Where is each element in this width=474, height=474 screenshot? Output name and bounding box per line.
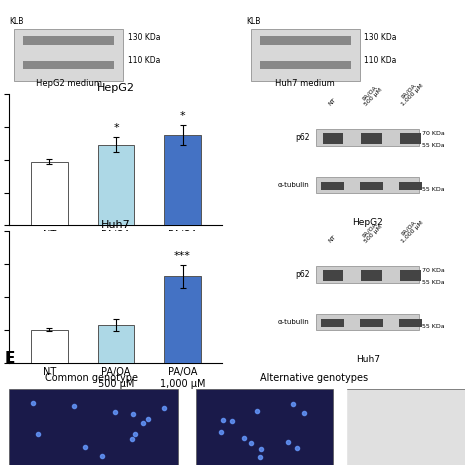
Text: 110 KDa: 110 KDa [128, 56, 160, 65]
Text: KLB: KLB [246, 18, 261, 27]
Text: 55 KDa: 55 KDa [422, 143, 445, 148]
Text: 130 KDa: 130 KDa [365, 33, 397, 42]
Text: Huh7 medium: Huh7 medium [275, 80, 335, 89]
FancyBboxPatch shape [14, 29, 123, 81]
Text: KLB: KLB [9, 18, 24, 27]
Bar [164, 276, 201, 363]
Text: HepG2: HepG2 [352, 219, 383, 228]
Text: *: * [113, 123, 119, 133]
FancyBboxPatch shape [400, 133, 420, 144]
Text: Common genotype: Common genotype [45, 373, 138, 383]
Text: 70 KDa: 70 KDa [422, 268, 445, 273]
FancyBboxPatch shape [260, 36, 351, 45]
Bar [31, 162, 68, 226]
Text: 110 KDa: 110 KDa [365, 56, 397, 65]
Text: PA/OA
1,000 μM: PA/OA 1,000 μM [396, 216, 424, 244]
FancyBboxPatch shape [23, 61, 114, 69]
Text: ***: *** [174, 251, 191, 261]
FancyBboxPatch shape [360, 182, 383, 190]
Bar [164, 135, 201, 226]
FancyBboxPatch shape [196, 389, 333, 465]
FancyBboxPatch shape [361, 271, 382, 281]
Text: Alternative genotypes: Alternative genotypes [260, 373, 368, 383]
FancyBboxPatch shape [260, 61, 351, 69]
FancyBboxPatch shape [400, 271, 420, 281]
FancyBboxPatch shape [399, 319, 422, 327]
FancyBboxPatch shape [316, 266, 419, 283]
FancyBboxPatch shape [251, 29, 360, 81]
FancyBboxPatch shape [360, 319, 383, 327]
Text: Huh7: Huh7 [356, 356, 380, 365]
FancyBboxPatch shape [316, 314, 419, 330]
FancyBboxPatch shape [9, 389, 178, 465]
Text: 70 KDa: 70 KDa [422, 131, 445, 136]
FancyBboxPatch shape [322, 133, 343, 144]
Bar [31, 329, 68, 363]
Text: α-tubulin: α-tubulin [278, 182, 310, 188]
Text: PA/OA
500 μM: PA/OA 500 μM [360, 220, 383, 244]
Text: p62: p62 [295, 270, 310, 279]
Text: 55 KDa: 55 KDa [422, 280, 445, 285]
Bar [98, 325, 134, 363]
Text: 55 KDa: 55 KDa [422, 187, 445, 191]
Text: 130 KDa: 130 KDa [128, 33, 160, 42]
Text: HepG2 medium: HepG2 medium [36, 80, 101, 89]
Text: 55 KDa: 55 KDa [422, 324, 445, 328]
FancyBboxPatch shape [361, 133, 382, 144]
Text: α-tubulin: α-tubulin [278, 319, 310, 325]
FancyBboxPatch shape [316, 129, 419, 146]
Bar [98, 145, 134, 226]
FancyBboxPatch shape [23, 36, 114, 45]
FancyBboxPatch shape [321, 182, 345, 190]
Text: p62: p62 [295, 133, 310, 142]
Text: E: E [5, 351, 15, 365]
Title: Huh7: Huh7 [101, 220, 131, 230]
FancyBboxPatch shape [316, 177, 419, 193]
Title: HepG2: HepG2 [97, 83, 135, 93]
FancyBboxPatch shape [399, 182, 422, 190]
Text: PA/OA
500 μM: PA/OA 500 μM [360, 83, 383, 107]
Text: PA/OA
1,000 μM: PA/OA 1,000 μM [396, 79, 424, 107]
FancyBboxPatch shape [322, 271, 343, 281]
Text: NT: NT [328, 235, 337, 244]
Text: *: * [180, 111, 185, 121]
FancyBboxPatch shape [346, 389, 465, 465]
FancyBboxPatch shape [321, 319, 345, 327]
Text: NT: NT [328, 98, 337, 107]
